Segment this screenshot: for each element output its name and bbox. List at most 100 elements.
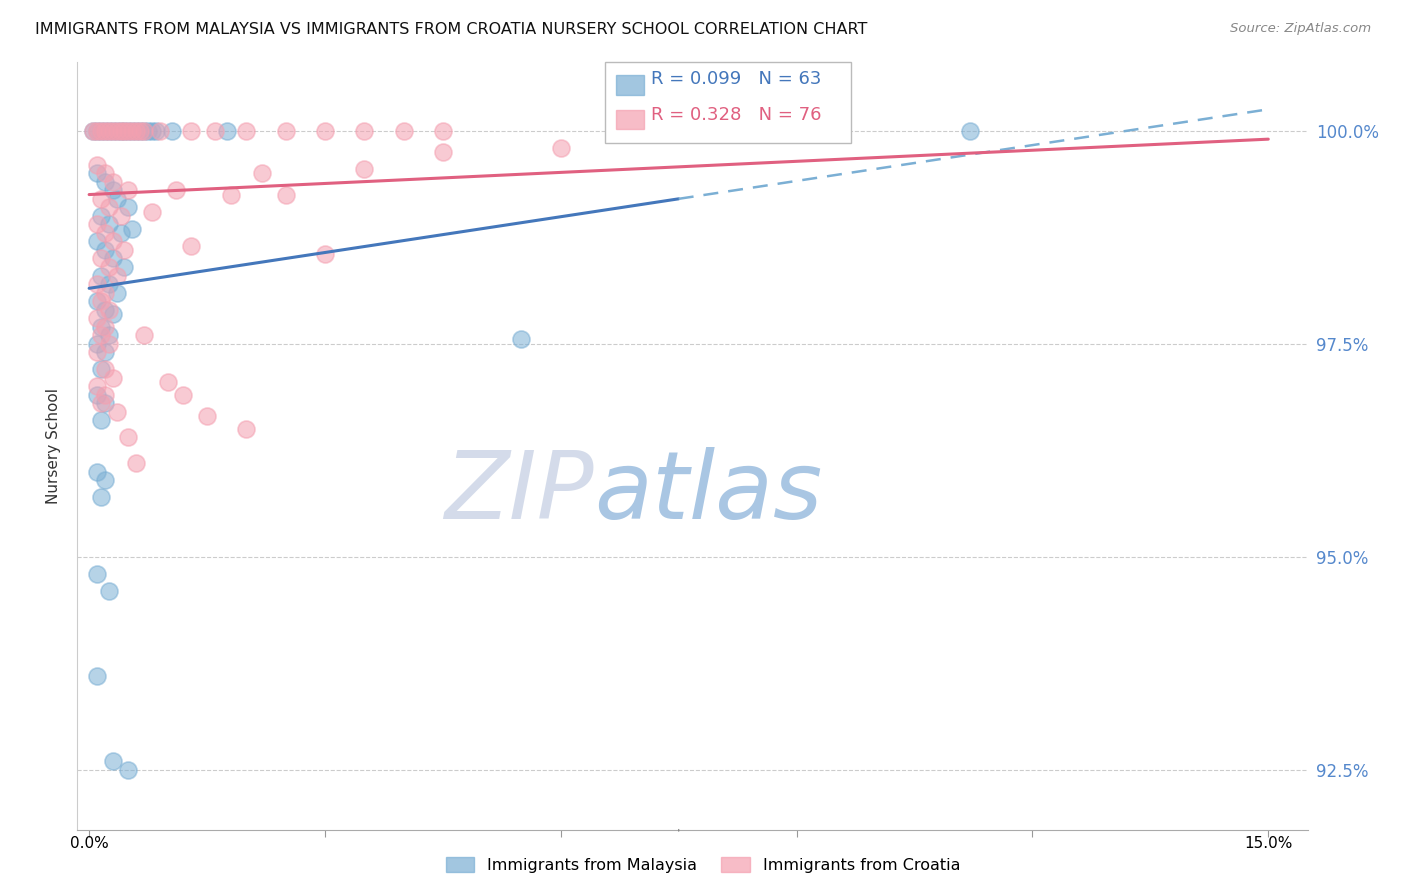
- Point: [90, 268, 112, 283]
- Point: [141, 123, 163, 137]
- Point: [136, 123, 159, 137]
- Point: [117, 183, 139, 197]
- Point: [129, 123, 152, 137]
- Text: R = 0.099   N = 63: R = 0.099 N = 63: [651, 70, 821, 88]
- Point: [94, 396, 117, 410]
- Text: Source: ZipAtlas.com: Source: ZipAtlas.com: [1230, 22, 1371, 36]
- Point: [117, 123, 139, 137]
- Point: [121, 221, 143, 235]
- Point: [97, 218, 120, 232]
- Point: [86, 123, 108, 137]
- Point: [274, 123, 297, 137]
- Point: [94, 302, 117, 317]
- Point: [94, 166, 117, 180]
- Point: [90, 490, 112, 504]
- Point: [510, 333, 533, 347]
- Point: [274, 187, 297, 202]
- Point: [86, 277, 108, 291]
- Point: [145, 123, 167, 137]
- Point: [550, 141, 572, 155]
- Point: [149, 123, 172, 137]
- Point: [110, 123, 132, 137]
- Point: [101, 123, 124, 137]
- Point: [117, 763, 139, 777]
- Point: [97, 277, 120, 291]
- Point: [94, 362, 117, 376]
- Point: [86, 669, 108, 683]
- Point: [94, 226, 117, 240]
- Point: [90, 319, 112, 334]
- Point: [101, 252, 124, 266]
- Point: [314, 123, 336, 137]
- Point: [86, 158, 108, 172]
- Point: [97, 336, 120, 351]
- Point: [101, 307, 124, 321]
- Point: [644, 123, 666, 137]
- Point: [105, 268, 128, 283]
- Point: [160, 123, 183, 137]
- Point: [165, 183, 187, 197]
- Point: [432, 123, 454, 137]
- Point: [114, 260, 136, 274]
- Point: [180, 238, 202, 252]
- Text: R = 0.328   N = 76: R = 0.328 N = 76: [651, 106, 821, 124]
- Point: [94, 345, 117, 359]
- Text: 0.0%: 0.0%: [70, 837, 108, 851]
- Point: [97, 123, 120, 137]
- Point: [90, 413, 112, 427]
- Point: [94, 388, 117, 402]
- Point: [86, 379, 108, 393]
- Point: [101, 183, 124, 197]
- Point: [432, 145, 454, 159]
- Point: [114, 123, 136, 137]
- Legend: Immigrants from Malaysia, Immigrants from Croatia: Immigrants from Malaysia, Immigrants fro…: [439, 851, 967, 880]
- Point: [94, 319, 117, 334]
- Point: [97, 260, 120, 274]
- Point: [90, 192, 112, 206]
- Point: [86, 465, 108, 479]
- Point: [195, 409, 218, 424]
- Point: [90, 252, 112, 266]
- Point: [121, 123, 143, 137]
- Point: [90, 328, 112, 343]
- Point: [101, 235, 124, 249]
- Point: [97, 302, 120, 317]
- Point: [86, 218, 108, 232]
- Point: [82, 123, 104, 137]
- Point: [94, 473, 117, 487]
- Point: [121, 123, 143, 137]
- Point: [219, 187, 242, 202]
- Point: [90, 362, 112, 376]
- Point: [134, 123, 156, 137]
- Point: [94, 123, 117, 137]
- Point: [141, 204, 163, 219]
- Point: [959, 123, 981, 137]
- Point: [94, 243, 117, 257]
- Point: [101, 371, 124, 385]
- Point: [94, 175, 117, 189]
- Point: [86, 388, 108, 402]
- Point: [101, 755, 124, 769]
- Y-axis label: Nursery School: Nursery School: [46, 388, 62, 504]
- Point: [97, 328, 120, 343]
- Point: [105, 123, 128, 137]
- Point: [86, 123, 108, 137]
- Text: 15.0%: 15.0%: [1244, 837, 1292, 851]
- Point: [172, 388, 194, 402]
- Point: [101, 123, 124, 137]
- Point: [134, 328, 156, 343]
- Point: [86, 294, 108, 309]
- Point: [180, 123, 202, 137]
- Point: [392, 123, 415, 137]
- Point: [235, 422, 257, 436]
- Point: [94, 285, 117, 300]
- Point: [353, 123, 375, 137]
- Text: IMMIGRANTS FROM MALAYSIA VS IMMIGRANTS FROM CROATIA NURSERY SCHOOL CORRELATION C: IMMIGRANTS FROM MALAYSIA VS IMMIGRANTS F…: [35, 22, 868, 37]
- Text: atlas: atlas: [595, 447, 823, 538]
- Point: [94, 123, 117, 137]
- Point: [86, 166, 108, 180]
- Point: [86, 336, 108, 351]
- Point: [105, 192, 128, 206]
- Point: [97, 200, 120, 214]
- Text: ZIP: ZIP: [444, 447, 595, 538]
